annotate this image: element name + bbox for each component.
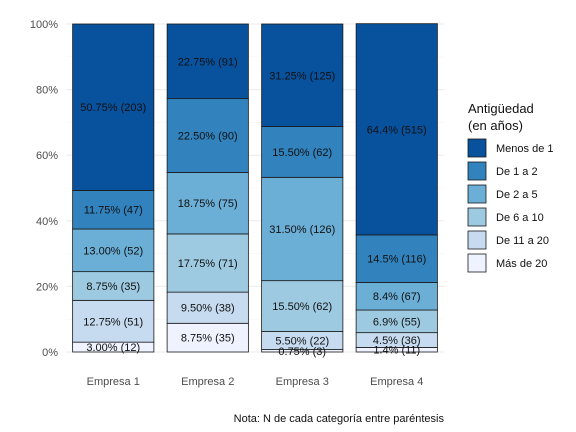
bar-stack [166,23,249,353]
x-axis: Empresa 1 Empresa 2 Empresa 3 Empresa 4 [87,376,424,388]
bar-data-label: 1.4% (11) [373,345,420,357]
legend-label: De 6 a 10 [496,212,544,224]
bar-segment [166,98,249,173]
bar-data-label: 6.9% (55) [373,316,421,328]
legend-label: Menos de 1 [496,143,553,155]
bar-data-label: 12.75% (51) [83,316,143,328]
legend-swatch [467,253,487,273]
x-tick-label: Empresa 4 [370,376,423,388]
y-tick-label: 0% [42,347,58,359]
bar-segment [166,172,249,235]
y-tick-label: 60% [36,150,58,162]
bar-data-label: 8.75% (35) [181,333,235,345]
bar-segment [166,233,249,293]
bar-stack [261,23,344,353]
bar-segment [355,234,438,283]
bar-data-label: 31.25% (125) [269,70,335,82]
legend-label: De 1 a 2 [496,166,538,178]
y-tick-label: 40% [36,216,58,228]
bar-stack [355,23,438,353]
bar-data-label: 15.50% (62) [272,147,332,159]
bar-data-label: 31.50% (126) [269,224,335,236]
y-tick-label: 100% [30,19,58,31]
bar-segment [355,23,438,236]
bar-data-label: 11.75% (47) [84,205,143,217]
bar-data-label: 3.00% (12) [86,342,140,354]
bar-segment [72,228,155,273]
bar-data-label: 4.5% (36) [373,335,421,347]
bar-data-label: 22.75% (91) [178,56,238,68]
bar-segment [166,291,249,324]
legend: Antigüedad (en años) Menos de 1 De 1 a 2 D… [467,101,553,273]
bar-segment [72,299,155,343]
bars: 3.00% (12) 12.75% (51) 8.75% (35) 13.00% (5… [72,23,438,358]
legend-swatch [467,161,487,181]
bar-data-label: 15.50% (62) [272,301,332,313]
legend-swatch [467,138,487,158]
bar-data-label: 17.75% (71) [178,258,238,270]
legend-title-line-1: Antigüedad [468,101,534,116]
bar-data-label: 50.75% (203) [80,102,146,114]
bar-data-label: 13.00% (52) [83,245,143,257]
bar-segment [72,23,155,191]
bar-data-label: 14.5% (116) [367,254,426,266]
bar-segment [166,23,249,100]
bar-segment [72,271,155,301]
legend-label: De 11 a 20 [496,235,549,247]
legend-swatch [467,230,487,250]
legend-label: Más de 20 [496,258,547,270]
legend-title-line-2: (en años) [468,118,523,133]
bar-data-label: 8.4% (67) [373,291,421,303]
y-tick-label: 80% [36,85,58,97]
bar-data-label: 0.75% (3) [278,346,326,358]
bar-segment [261,126,344,178]
chart-caption: Nota: N de cada categoría entre paréntes… [234,413,445,425]
legend-swatch [467,184,487,204]
bar-segment [355,282,438,311]
bar-data-label: 9.50% (38) [181,303,235,315]
bar-segment [166,322,249,353]
y-axis: 0% 20% 40% 60% 80% 100% [30,19,58,359]
x-tick-label: Empresa 1 [87,376,140,388]
legend-label: De 2 a 5 [496,189,538,201]
bar-segment [261,176,344,282]
bar-data-label: 22.50% (90) [178,131,238,143]
y-tick-label: 20% [36,281,58,293]
x-tick-label: Empresa 2 [181,376,234,388]
bar-stack [72,23,155,353]
bar-segment [261,280,344,332]
bar-data-label: 5.50% (22) [275,336,329,348]
bar-segment [261,23,344,127]
x-tick-label: Empresa 3 [276,376,329,388]
bar-data-label: 64.4% (515) [367,124,427,136]
bar-data-label: 18.75% (75) [178,198,238,210]
legend-swatch [467,207,487,227]
bar-data-label: 8.75% (35) [86,281,140,293]
